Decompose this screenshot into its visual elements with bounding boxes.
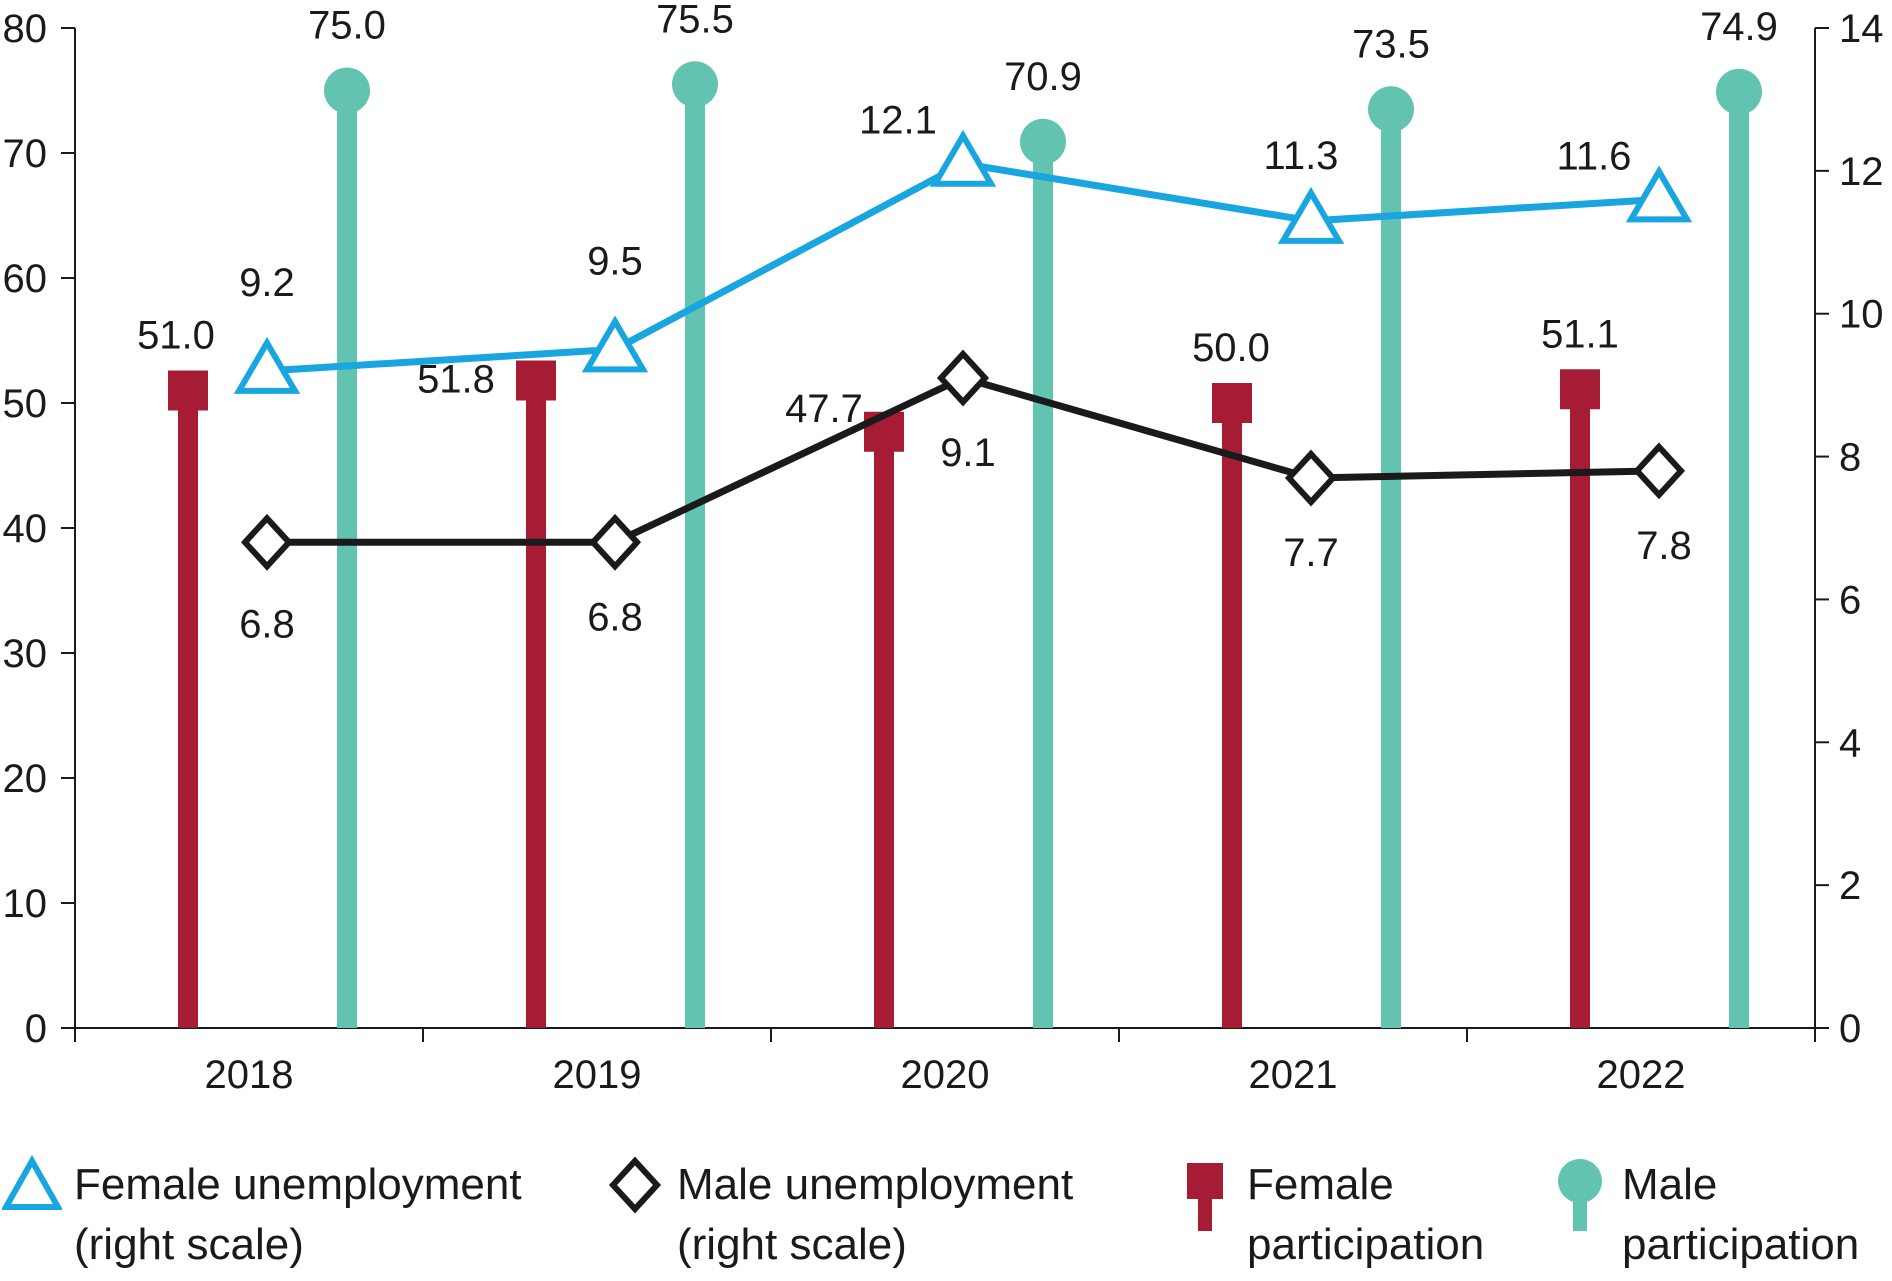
male-participation-data-label: 74.9 xyxy=(1700,5,1778,49)
triangle-icon xyxy=(2,1155,62,1210)
right-axis-tick-label: 0 xyxy=(1839,1007,1861,1051)
male-unemployment-marker xyxy=(1284,449,1338,507)
male-participation-marker xyxy=(1368,86,1414,133)
x-axis-tick-label: 2021 xyxy=(1249,1053,1338,1097)
legend-label: Male participation xyxy=(1622,1160,1860,1269)
square-marker-icon xyxy=(1187,1163,1223,1231)
male-unemployment-data-label: 6.8 xyxy=(239,602,295,646)
left-axis-tick-label: 10 xyxy=(3,882,48,926)
left-axis-tick-label: 50 xyxy=(3,382,48,426)
x-axis-tick-label: 2020 xyxy=(901,1053,990,1097)
right-axis-tick-label: 12 xyxy=(1839,150,1884,194)
female-participation-stem xyxy=(1222,403,1242,1028)
female-participation-marker xyxy=(1560,369,1600,410)
male-participation-data-label: 75.0 xyxy=(308,4,386,48)
right-axis-tick-label: 2 xyxy=(1839,864,1861,908)
female-unemployment-marker xyxy=(581,315,649,373)
legend: Female unemployment (right scale) Male u… xyxy=(0,1155,1892,1275)
male-participation-data-label: 73.5 xyxy=(1352,22,1430,66)
male-unemployment-data-label: 6.8 xyxy=(587,595,643,639)
legend-item-male-participation: Male participation xyxy=(1550,1155,1859,1275)
left-axis-tick-label: 80 xyxy=(3,7,48,51)
female-unemployment-marker xyxy=(1625,165,1693,223)
male-participation-stem xyxy=(1381,109,1401,1028)
right-axis-tick-label: 6 xyxy=(1839,578,1861,622)
female-participation-stem xyxy=(526,380,546,1028)
male-participation-stem xyxy=(685,84,705,1028)
x-axis-tick-label: 2018 xyxy=(205,1053,294,1097)
legend-item-female-participation: Female participation xyxy=(1175,1155,1484,1275)
male-unemployment-data-label: 9.1 xyxy=(940,431,996,475)
male-unemployment-data-label: 7.7 xyxy=(1283,531,1339,575)
female-unemployment-data-label: 11.6 xyxy=(1557,134,1632,178)
male-participation-stem xyxy=(337,90,357,1028)
male-unemployment-data-label: 7.8 xyxy=(1636,524,1692,568)
female-participation-data-label: 51.0 xyxy=(137,314,215,358)
female-unemployment-data-label: 9.5 xyxy=(587,239,643,283)
female-unemployment-marker xyxy=(233,336,301,394)
left-axis-tick-label: 60 xyxy=(3,257,48,301)
x-axis-tick-label: 2022 xyxy=(1597,1053,1686,1097)
male-participation-data-label: 75.5 xyxy=(656,0,734,41)
right-axis-tick-label: 8 xyxy=(1839,436,1861,480)
circle-marker-icon xyxy=(1558,1159,1602,1231)
female-participation-data-label: 47.7 xyxy=(785,387,863,431)
right-axis-tick-label: 4 xyxy=(1839,721,1861,765)
male-participation-marker xyxy=(1716,68,1762,115)
right-axis-tick-label: 10 xyxy=(1839,293,1884,337)
male-participation-data-label: 70.9 xyxy=(1004,55,1082,99)
left-axis-tick-label: 70 xyxy=(3,132,48,176)
female-unemployment-marker xyxy=(929,129,997,187)
legend-label: Female participation xyxy=(1247,1160,1485,1269)
male-participation-marker xyxy=(672,61,718,108)
female-unemployment-data-label: 12.1 xyxy=(859,99,937,143)
male-participation-stem xyxy=(1729,91,1749,1028)
female-unemployment-data-label: 9.2 xyxy=(239,261,295,305)
legend-item-female-unemployment: Female unemployment (right scale) xyxy=(2,1155,522,1275)
male-participation-stem xyxy=(1033,141,1053,1028)
left-axis-tick-label: 20 xyxy=(3,757,48,801)
female-participation-marker xyxy=(516,360,556,401)
male-participation-marker xyxy=(1020,118,1066,165)
left-axis-tick-label: 40 xyxy=(3,507,48,551)
female-unemployment-line xyxy=(266,160,1660,375)
right-axis-tick-label: 14 xyxy=(1839,7,1884,51)
female-participation-marker xyxy=(168,370,208,411)
x-axis-tick-label: 2019 xyxy=(553,1053,642,1097)
female-participation-stem xyxy=(874,431,894,1028)
chart: 0 10 20 30 40 50 60 70 80 0 2 4 6 8 10 12 14 2018 2019 2020… xyxy=(3,0,1884,1097)
male-unemployment-marker xyxy=(240,513,294,571)
male-unemployment-marker xyxy=(936,349,990,407)
legend-label: Female unemployment (right scale) xyxy=(74,1160,522,1269)
female-participation-stem xyxy=(1570,389,1590,1028)
female-participation-data-label: 51.8 xyxy=(417,358,495,402)
female-participation-marker xyxy=(1212,383,1252,423)
female-participation-data-label: 51.1 xyxy=(1541,312,1619,356)
female-participation-data-label: 50.0 xyxy=(1192,326,1270,370)
diamond-icon xyxy=(608,1156,662,1214)
left-axis-tick-label: 0 xyxy=(25,1007,47,1051)
male-participation-marker xyxy=(324,67,370,114)
left-axis-tick-label: 30 xyxy=(3,632,48,676)
female-unemployment-data-label: 11.3 xyxy=(1264,134,1339,178)
female-participation-stem xyxy=(178,390,198,1028)
female-unemployment-marker xyxy=(1277,186,1345,244)
male-unemployment-marker xyxy=(588,513,642,571)
male-unemployment-marker xyxy=(1632,442,1686,500)
legend-label: Male unemployment (right scale) xyxy=(677,1160,1074,1269)
legend-item-male-unemployment: Male unemployment (right scale) xyxy=(605,1155,1073,1275)
